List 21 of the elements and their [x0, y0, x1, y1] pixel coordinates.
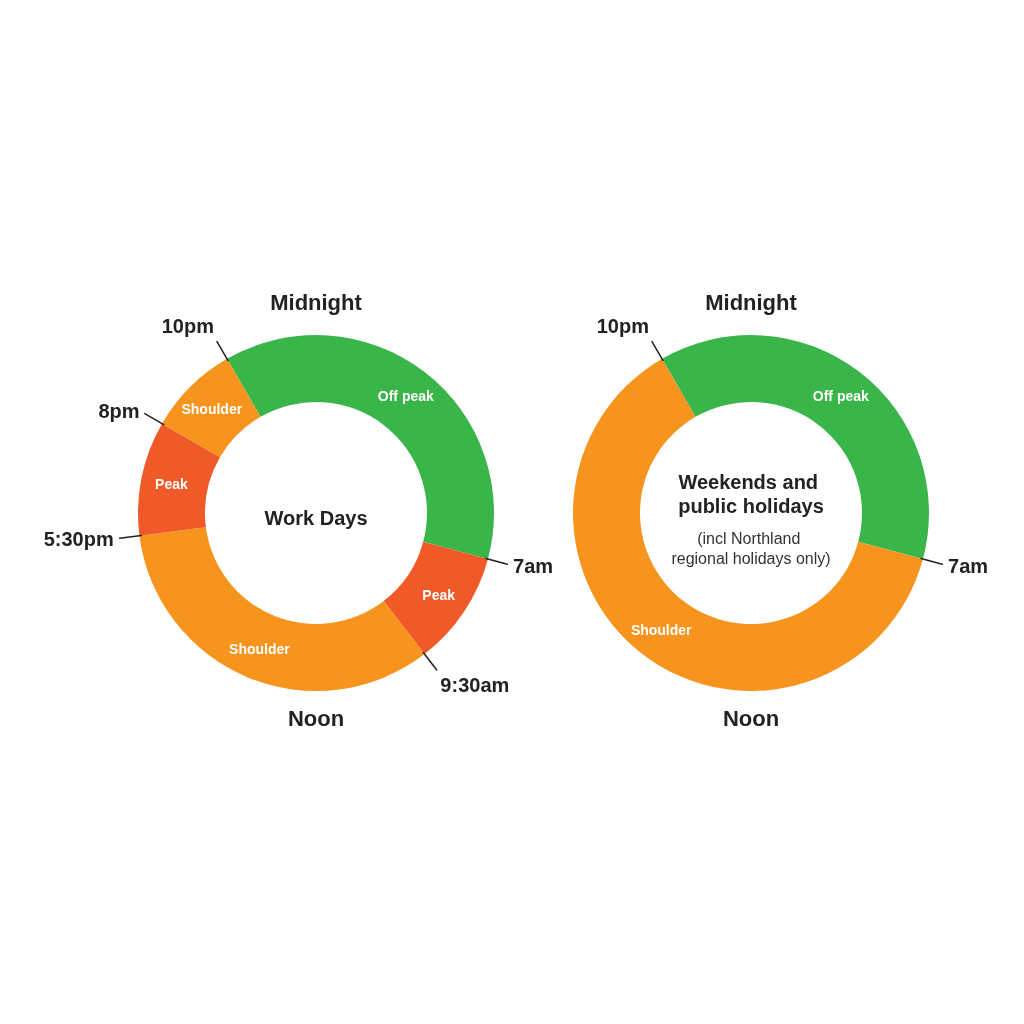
text: Midnight	[705, 289, 798, 315]
text: 7am	[513, 554, 554, 577]
slice-label: Peak	[422, 586, 456, 603]
slice-label: Shoulder	[181, 400, 243, 417]
text: Weekends and public holidays	[678, 471, 824, 517]
slice-label: Off peak	[812, 387, 870, 404]
slice-label: Shoulder	[630, 622, 693, 639]
text: Midnight	[270, 289, 363, 315]
text: Work Days	[264, 507, 368, 529]
text: 10pm	[161, 315, 214, 338]
text: 8pm	[98, 399, 140, 422]
text: Noon	[287, 705, 345, 731]
text: Noon	[722, 705, 780, 731]
text: 10pm	[596, 315, 649, 338]
text: 7am	[948, 554, 989, 577]
text: 9:30am	[440, 673, 510, 696]
slice-label: Shoulder	[229, 641, 291, 658]
text: 5:30pm	[43, 527, 114, 550]
slice-label: Off peak	[377, 387, 435, 404]
text: (incl Northland regional holidays only)	[671, 529, 831, 567]
slice-label: Peak	[155, 475, 188, 492]
